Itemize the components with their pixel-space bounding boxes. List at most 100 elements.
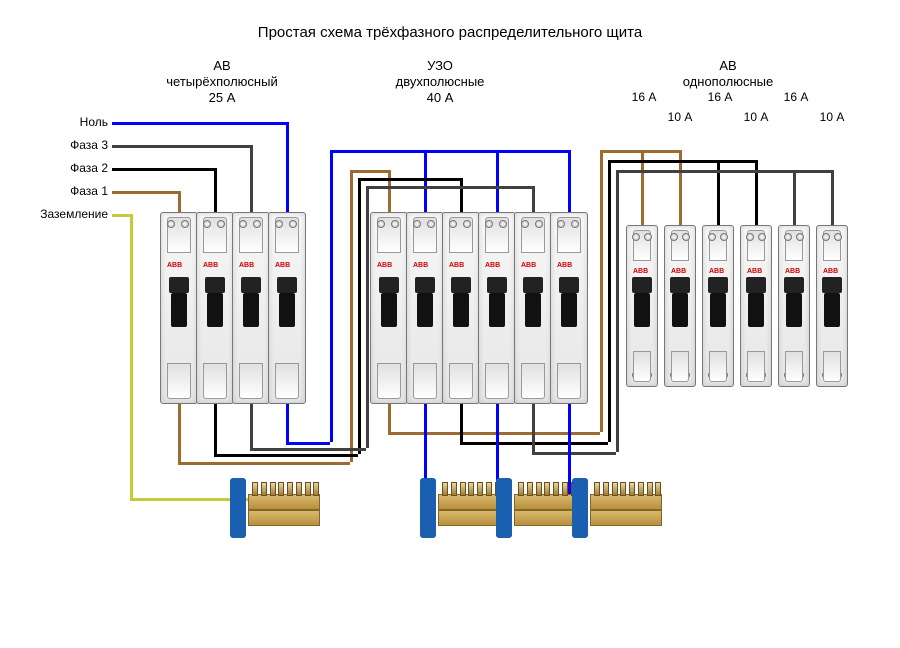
wire-p2-rcd2	[460, 178, 463, 212]
busbar-3	[572, 478, 662, 542]
wire-p2-rcd2	[358, 178, 361, 454]
abb-brand: ABB	[633, 268, 648, 275]
wire-rcd3-s5	[831, 170, 834, 225]
group-header-0-l1: АВ	[213, 58, 230, 73]
breaker-switch[interactable]	[417, 293, 433, 327]
amp-top-2: 16 А	[784, 90, 809, 104]
amp-bottom-1: 10 А	[744, 110, 769, 124]
breaker-1p-5: ABB	[816, 225, 848, 387]
breaker-switch[interactable]	[748, 293, 764, 327]
rcd-pole-1: ABB	[406, 212, 444, 404]
breaker-switch[interactable]	[207, 293, 223, 327]
wire-in-phase2	[214, 168, 217, 212]
wire-n-rcd1	[424, 150, 427, 212]
wire-rcd2-s3	[608, 160, 755, 163]
breaker-switch[interactable]	[710, 293, 726, 327]
wire-p3-rcd3	[366, 186, 532, 189]
breaker-switch[interactable]	[171, 293, 187, 327]
breaker-switch[interactable]	[786, 293, 802, 327]
abb-brand: ABB	[377, 262, 392, 269]
amp-top-0: 16 А	[632, 90, 657, 104]
rcd-pole-3: ABB	[478, 212, 516, 404]
wire-p1-rcd1	[178, 402, 181, 462]
wire-p2-rcd2	[214, 454, 358, 457]
abb-brand: ABB	[413, 262, 428, 269]
busbar-0	[230, 478, 320, 542]
abb-brand: ABB	[203, 262, 218, 269]
label-phase3: Фаза 3	[70, 138, 108, 152]
wire-rcd3-s4	[532, 402, 535, 452]
wire-rcd3-s5	[616, 170, 831, 173]
abb-brand: ABB	[709, 268, 724, 275]
breaker-1p-0: ABB	[626, 225, 658, 387]
rcd-pole-0: ABB	[370, 212, 408, 404]
wire-rcd1-s0	[600, 150, 603, 432]
breaker-1p-1: ABB	[664, 225, 696, 387]
breaker-switch[interactable]	[525, 293, 541, 327]
breaker-switch[interactable]	[453, 293, 469, 327]
abb-brand: ABB	[449, 262, 464, 269]
wire-rcd3-s4	[616, 170, 619, 452]
breaker-switch[interactable]	[634, 293, 650, 327]
breaker-switch[interactable]	[489, 293, 505, 327]
bus-bracket	[420, 478, 436, 538]
abb-brand: ABB	[823, 268, 838, 275]
group-header-0-l2: четырёхполюсный	[166, 74, 277, 89]
group-header-1-l2: двухполюсные	[396, 74, 485, 89]
wire-n-rcd3	[568, 150, 571, 212]
breaker-1p-4: ABB	[778, 225, 810, 387]
wire-in-null	[286, 122, 289, 212]
wire-p3-rcd3	[366, 186, 369, 448]
group-header-1-l1: УЗО	[427, 58, 453, 73]
label-null: Ноль	[80, 115, 108, 129]
rcd-pole-4: ABB	[514, 212, 552, 404]
abb-brand: ABB	[785, 268, 800, 275]
wire-p2-rcd2	[358, 178, 460, 181]
breaker-switch[interactable]	[561, 293, 577, 327]
breaker-switch[interactable]	[672, 293, 688, 327]
abb-brand: ABB	[521, 262, 536, 269]
wire-rcd2-s2	[460, 402, 463, 442]
wire-p1-rcd1	[388, 170, 391, 212]
wire-rcd2-s2	[608, 160, 611, 442]
breaker-4p-pole-3: ABB	[268, 212, 306, 404]
breaker-1p-3: ABB	[740, 225, 772, 387]
wire-in-phase1	[178, 191, 181, 212]
breaker-switch[interactable]	[381, 293, 397, 327]
abb-brand: ABB	[557, 262, 572, 269]
wire-p1-rcd1	[350, 170, 388, 173]
breaker-switch[interactable]	[824, 293, 840, 327]
label-ground: Заземление	[40, 207, 108, 221]
breaker-1p-2: ABB	[702, 225, 734, 387]
wire-p3-rcd3	[532, 186, 535, 212]
amp-top-1: 16 А	[708, 90, 733, 104]
wire-p3-rcd3	[250, 402, 253, 448]
abb-brand: ABB	[747, 268, 762, 275]
label-phase1: Фаза 1	[70, 184, 108, 198]
abb-brand: ABB	[167, 262, 182, 269]
wire-n-rcd1	[286, 442, 330, 445]
group-header-2-l2: однополюсные	[683, 74, 774, 89]
wire-p1-rcd1	[350, 170, 353, 462]
rcd-pole-5: ABB	[550, 212, 588, 404]
abb-brand: ABB	[239, 262, 254, 269]
wire-p1-rcd1	[178, 462, 350, 465]
group-header-1-l3: 40 А	[427, 90, 454, 105]
breaker-switch[interactable]	[279, 293, 295, 327]
diagram-title: Простая схема трёхфазного распределитель…	[258, 24, 642, 41]
wire-n-rcd2	[496, 150, 499, 212]
wire-n-rcd1	[286, 402, 289, 442]
bus-bracket	[230, 478, 246, 538]
rcd-pole-2: ABB	[442, 212, 480, 404]
breaker-switch[interactable]	[243, 293, 259, 327]
wire-p2-rcd2	[214, 402, 217, 454]
abb-brand: ABB	[275, 262, 290, 269]
breaker-4p-pole-0: ABB	[160, 212, 198, 404]
wire-rcd1-s1	[600, 150, 679, 153]
wire-rcd1-s0	[388, 402, 391, 432]
amp-bottom-2: 10 А	[820, 110, 845, 124]
abb-brand: ABB	[485, 262, 500, 269]
wire-n-rcd3	[330, 150, 568, 153]
wire-in-phase1	[112, 191, 178, 194]
wire-ground	[112, 214, 130, 217]
